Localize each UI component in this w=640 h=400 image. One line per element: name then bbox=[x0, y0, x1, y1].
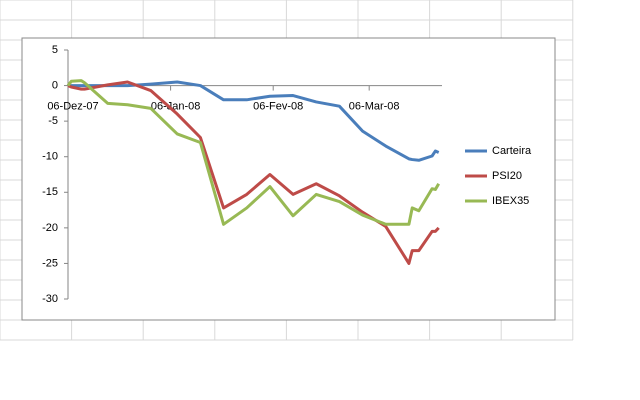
x-tick-label: 06-Dez-07 bbox=[47, 100, 98, 112]
y-tick-label: -20 bbox=[42, 222, 58, 234]
legend-label: Carteira bbox=[492, 145, 532, 157]
y-tick-label: -10 bbox=[42, 151, 58, 163]
y-tick-label: -25 bbox=[42, 257, 58, 269]
y-tick-label: 5 bbox=[52, 44, 58, 56]
y-tick-label: -5 bbox=[48, 115, 58, 127]
y-tick-label: -15 bbox=[42, 186, 58, 198]
legend-label: IBEX35 bbox=[492, 195, 529, 207]
chart-area bbox=[21, 37, 556, 321]
y-tick-label: 0 bbox=[52, 79, 58, 91]
x-tick-label: 06-Fev-08 bbox=[253, 100, 303, 112]
series-line bbox=[66, 79, 440, 226]
legend-label: PSI20 bbox=[492, 170, 522, 182]
series-line bbox=[67, 80, 440, 265]
y-tick-label: -30 bbox=[42, 293, 58, 305]
x-tick-label: 06-Mar-08 bbox=[349, 100, 400, 112]
